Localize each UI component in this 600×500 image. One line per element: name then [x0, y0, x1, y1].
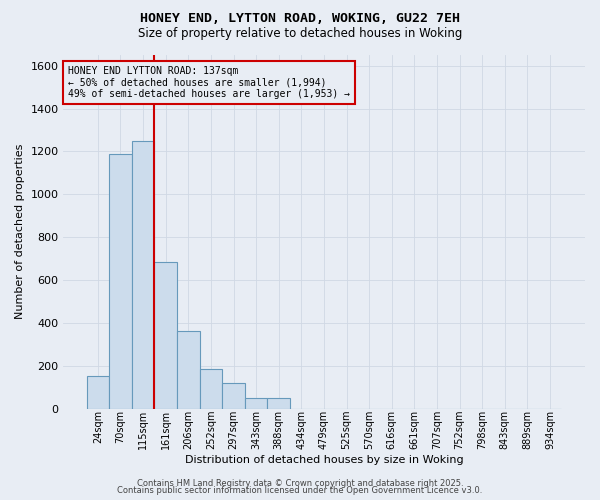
Bar — [200, 369, 222, 408]
Bar — [268, 398, 290, 408]
Bar — [132, 140, 154, 408]
Bar — [86, 376, 109, 408]
Text: HONEY END, LYTTON ROAD, WOKING, GU22 7EH: HONEY END, LYTTON ROAD, WOKING, GU22 7EH — [140, 12, 460, 26]
Y-axis label: Number of detached properties: Number of detached properties — [15, 144, 25, 320]
Bar — [245, 398, 268, 408]
Text: Contains HM Land Registry data © Crown copyright and database right 2025.: Contains HM Land Registry data © Crown c… — [137, 478, 463, 488]
Bar — [109, 154, 132, 408]
Bar — [177, 332, 200, 408]
Text: Size of property relative to detached houses in Woking: Size of property relative to detached ho… — [138, 28, 462, 40]
Bar — [222, 383, 245, 408]
X-axis label: Distribution of detached houses by size in Woking: Distribution of detached houses by size … — [185, 455, 463, 465]
Text: Contains public sector information licensed under the Open Government Licence v3: Contains public sector information licen… — [118, 486, 482, 495]
Bar — [154, 262, 177, 408]
Text: HONEY END LYTTON ROAD: 137sqm
← 50% of detached houses are smaller (1,994)
49% o: HONEY END LYTTON ROAD: 137sqm ← 50% of d… — [68, 66, 350, 99]
